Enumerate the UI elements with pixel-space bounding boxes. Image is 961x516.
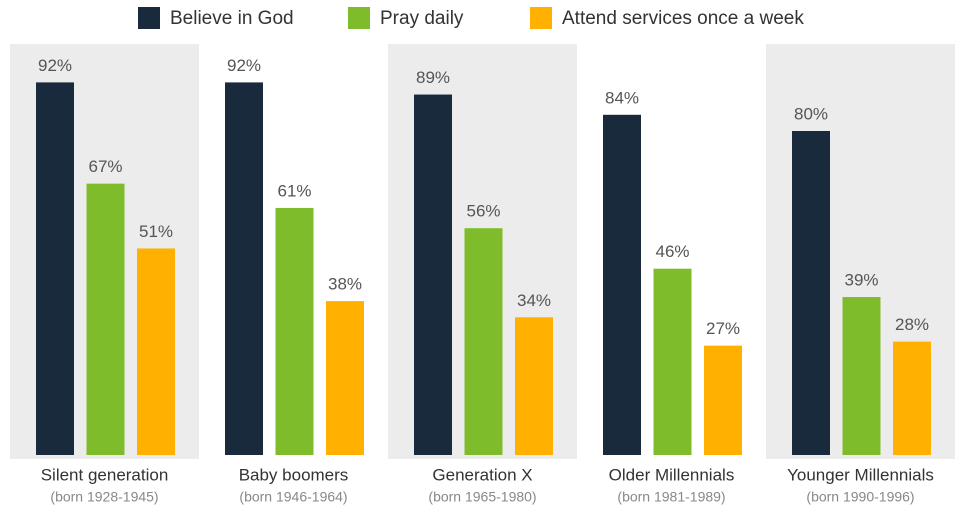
bar xyxy=(515,317,553,455)
value-label: 46% xyxy=(655,242,689,261)
bar xyxy=(36,82,74,455)
value-label: 80% xyxy=(794,104,828,123)
bar xyxy=(843,297,881,455)
x-tick-label: Silent generation xyxy=(41,465,169,484)
bar xyxy=(893,342,931,455)
x-tick-label: Younger Millennials xyxy=(787,465,934,484)
bar xyxy=(792,131,830,455)
x-tick-sublabel: (born 1928-1945) xyxy=(50,489,158,505)
value-label: 92% xyxy=(227,56,261,75)
bar xyxy=(414,95,452,455)
bar xyxy=(87,184,125,455)
legend-label: Believe in God xyxy=(170,8,294,29)
bar xyxy=(225,82,263,455)
bar xyxy=(704,346,742,455)
legend-label: Pray daily xyxy=(380,8,464,29)
value-label: 61% xyxy=(277,181,311,200)
x-tick-sublabel: (born 1946-1964) xyxy=(239,489,347,505)
legend-swatch xyxy=(530,7,552,29)
value-label: 89% xyxy=(416,68,450,87)
x-tick-sublabel: (born 1965-1980) xyxy=(428,489,536,505)
bar xyxy=(137,248,175,455)
page: Believe in God Pray daily Attend services … xyxy=(0,0,961,516)
value-label: 51% xyxy=(139,222,173,241)
x-tick-label: Generation X xyxy=(432,465,532,484)
value-label: 34% xyxy=(517,291,551,310)
x-tick-label: Baby boomers xyxy=(239,465,349,484)
bar xyxy=(465,228,503,455)
value-label: 56% xyxy=(466,202,500,221)
chart: Believe in God Pray daily Attend services … xyxy=(0,0,961,516)
bar xyxy=(326,301,364,455)
x-tick-sublabel: (born 1981-1989) xyxy=(617,489,725,505)
legend-swatch xyxy=(138,7,160,29)
value-label: 67% xyxy=(88,157,122,176)
bar xyxy=(276,208,314,455)
value-label: 92% xyxy=(38,56,72,75)
legend-swatch xyxy=(348,7,370,29)
bar xyxy=(654,269,692,455)
legend-label: Attend services once a week xyxy=(562,8,804,29)
value-label: 84% xyxy=(605,88,639,107)
bar xyxy=(603,115,641,455)
value-label: 38% xyxy=(328,275,362,294)
x-tick-label: Older Millennials xyxy=(609,465,735,484)
value-label: 28% xyxy=(895,315,929,334)
value-label: 27% xyxy=(706,319,740,338)
x-tick-sublabel: (born 1990-1996) xyxy=(806,489,914,505)
value-label: 39% xyxy=(844,271,878,290)
